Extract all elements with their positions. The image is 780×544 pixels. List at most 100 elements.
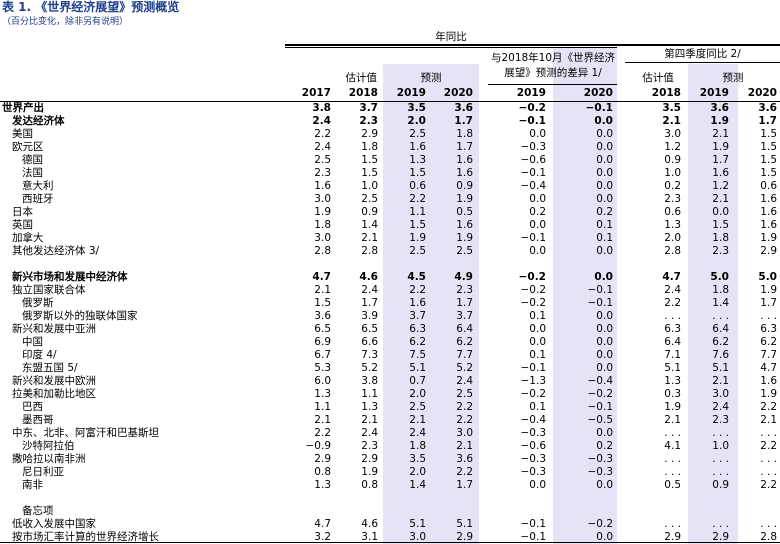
cell: 3.5 [662, 102, 681, 114]
cell: 5.2 [456, 362, 473, 374]
cell: 0.0 [596, 323, 613, 335]
cell: 2.2 [760, 440, 777, 452]
cell: 2.2 [409, 284, 426, 296]
cell: 1.1 [314, 401, 331, 413]
cell: 1.0 [664, 167, 681, 179]
cell: 3.6 [454, 102, 473, 114]
cell: 2.5 [361, 193, 378, 205]
subtitle: （百分比变化，除非另有说明） [2, 17, 129, 27]
cell: 0.0 [596, 310, 613, 322]
cell: 0.9 [456, 180, 473, 192]
row-label: 中国 [22, 336, 43, 348]
cell: −0.4 [587, 375, 614, 387]
cell: 1.9 [314, 206, 331, 218]
cell: 0.0 [596, 167, 613, 179]
forecast-header: 预测 [420, 72, 442, 84]
cell: −0.1 [587, 284, 614, 296]
cell: . . . [664, 518, 681, 530]
cell: 1.6 [456, 167, 473, 179]
cell: 2.3 [456, 284, 473, 296]
cell: 1.9 [760, 388, 777, 400]
rule [285, 47, 617, 48]
cell: 0.9 [361, 206, 378, 218]
cell: 0.0 [529, 479, 546, 491]
cell: 5.0 [758, 271, 777, 283]
row-label: 俄罗斯以外的独联体国家 [22, 310, 138, 322]
row-label: 加拿大 [12, 232, 44, 244]
cell: 1.9 [456, 193, 473, 205]
cell: 1.8 [456, 128, 473, 140]
estimate-header: 估计值 [345, 72, 378, 84]
q4-shade [688, 64, 738, 544]
cell: 1.4 [409, 479, 426, 491]
cell: 4.6 [359, 271, 378, 283]
row-label: 日本 [12, 206, 33, 218]
cell: −0.3 [587, 453, 614, 465]
cell: 2.4 [712, 401, 729, 413]
cell: −0.5 [587, 414, 614, 426]
row-label: 新兴和发展中欧洲 [12, 375, 96, 387]
cell: 4.9 [454, 271, 473, 283]
cell: 0.0 [596, 349, 613, 361]
cell: 6.5 [361, 323, 378, 335]
cell: −0.1 [518, 115, 546, 127]
cell: 1.3 [409, 154, 426, 166]
cell: . . . [760, 518, 777, 530]
year-header: 2019 [396, 87, 426, 99]
forecast-header: 预测 [722, 72, 744, 84]
cell: 4.6 [361, 518, 378, 530]
cell: 0.0 [596, 479, 613, 491]
cell: . . . [760, 310, 777, 322]
cell: 3.0 [314, 232, 331, 244]
row-label: 意大利 [22, 180, 54, 192]
cell: 4.1 [664, 440, 681, 452]
diff-shade [553, 48, 617, 544]
cell: 2.4 [456, 375, 473, 387]
cell: 0.0 [594, 115, 613, 127]
cell: 6.5 [314, 323, 331, 335]
cell: 2.3 [359, 115, 378, 127]
cell: 1.9 [712, 141, 729, 153]
cell: 5.3 [314, 362, 331, 374]
cell: 1.5 [760, 128, 777, 140]
cell: 1.6 [760, 206, 777, 218]
cell: 2.3 [361, 440, 378, 452]
cell: 6.2 [760, 336, 777, 348]
cell: 1.6 [760, 219, 777, 231]
cell: 4.7 [312, 271, 331, 283]
cell: −0.2 [520, 284, 547, 296]
cell: 0.5 [456, 206, 473, 218]
cell: 1.6 [409, 141, 426, 153]
cell: 1.9 [760, 232, 777, 244]
cell: 5.1 [456, 518, 473, 530]
year-header: 2018 [348, 87, 378, 99]
cell: 1.1 [409, 206, 426, 218]
cell: 1.8 [409, 440, 426, 452]
cell: 3.6 [456, 453, 473, 465]
cell: 1.3 [314, 479, 331, 491]
cell: 1.7 [712, 154, 729, 166]
cell: 1.7 [456, 141, 473, 153]
cell: 2.0 [664, 232, 681, 244]
cell: 2.4 [312, 115, 331, 127]
cell: 0.8 [314, 466, 331, 478]
row-label: 撒哈拉以南非洲 [12, 453, 86, 465]
cell: −0.3 [587, 466, 614, 478]
cell: 2.1 [314, 414, 331, 426]
cell: 2.1 [409, 414, 426, 426]
cell: 0.9 [664, 154, 681, 166]
cell: 0.0 [596, 531, 613, 543]
cell: 2.4 [314, 141, 331, 153]
cell: 5.1 [409, 362, 426, 374]
cell: 0.1 [529, 349, 546, 361]
cell: 2.1 [314, 284, 331, 296]
cell: 1.7 [456, 297, 473, 309]
cell: 0.0 [596, 245, 613, 257]
cell: 0.1 [529, 401, 546, 413]
cell: 3.0 [314, 193, 331, 205]
cell: 2.2 [760, 479, 777, 491]
header-rule [0, 101, 780, 102]
cell: 6.4 [712, 323, 729, 335]
top-rule [285, 44, 780, 46]
cell: 0.6 [760, 180, 777, 192]
